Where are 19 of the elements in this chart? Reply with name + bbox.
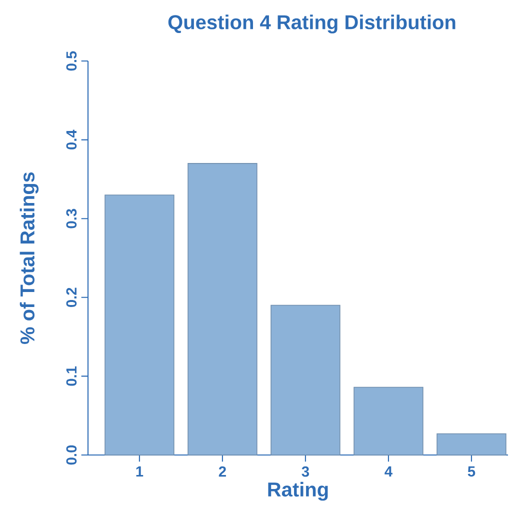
y-axis-title: % of Total Ratings	[20, 172, 39, 344]
y-tick-label: 0.3	[66, 208, 77, 228]
y-tick-label: 0.2	[66, 288, 77, 308]
bar	[270, 304, 340, 456]
x-axis-title: Rating	[268, 482, 328, 501]
bar	[188, 163, 258, 456]
x-tick-label: 5	[468, 466, 476, 477]
bar	[436, 433, 506, 456]
x-tick-label: 4	[384, 466, 392, 476]
x-tick-label: 2	[218, 466, 226, 477]
x-tick-label: 1	[136, 466, 144, 476]
bar	[354, 386, 424, 456]
x-tick-label: 3	[302, 466, 310, 477]
bar	[104, 194, 174, 456]
y-tick-label: 0.0	[66, 445, 77, 465]
y-tick-label: 0.5	[66, 51, 77, 71]
y-tick-label: 0.1	[66, 366, 77, 386]
y-tick-label: 0.4	[66, 130, 77, 150]
chart-title: Question 4 Rating Distribution	[168, 14, 456, 34]
